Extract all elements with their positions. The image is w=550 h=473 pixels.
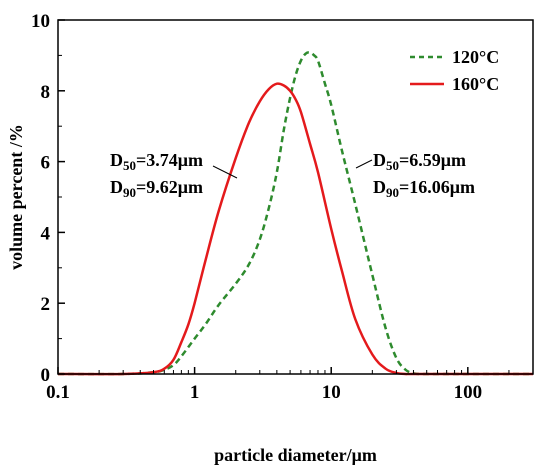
annotation-160c-d50: D50=3.74μm xyxy=(110,150,203,173)
legend: 120°C 160°C xyxy=(410,47,499,94)
y-tick-label-5: 10 xyxy=(31,11,50,32)
x-axis-title: particle diameter/μm xyxy=(214,445,377,465)
annotation-120c: D50=6.59μm D90=16.06μm xyxy=(355,150,475,200)
y-tick-label-2: 4 xyxy=(41,223,51,244)
annotation-120c-d90: D90=16.06μm xyxy=(373,177,475,200)
annotation-120c-d50: D50=6.59μm xyxy=(373,150,466,173)
series-line-1 xyxy=(57,82,534,376)
series-line-0 xyxy=(57,51,534,376)
x-tick-label-1: 1 xyxy=(190,382,200,403)
y-tick-label-4: 8 xyxy=(41,82,51,103)
y-axis-title: volume percent /% xyxy=(6,124,26,270)
annotation-160c-pointer xyxy=(212,165,238,179)
y-tick-label-1: 2 xyxy=(41,294,51,315)
legend-label-160c: 160°C xyxy=(452,74,499,94)
y-tick-label-3: 6 xyxy=(41,153,51,174)
x-tick-label-3: 100 xyxy=(454,382,483,403)
x-tick-label-2: 10 xyxy=(322,382,341,403)
annotation-160c: D50=3.74μm D90=9.62μm xyxy=(110,150,238,200)
x-tick-label-0: 0.1 xyxy=(46,382,70,403)
legend-label-120c: 120°C xyxy=(452,47,499,67)
y-tick-label-0: 0 xyxy=(41,365,51,386)
annotation-120c-pointer xyxy=(355,159,373,169)
annotation-160c-d90: D90=9.62μm xyxy=(110,177,203,200)
